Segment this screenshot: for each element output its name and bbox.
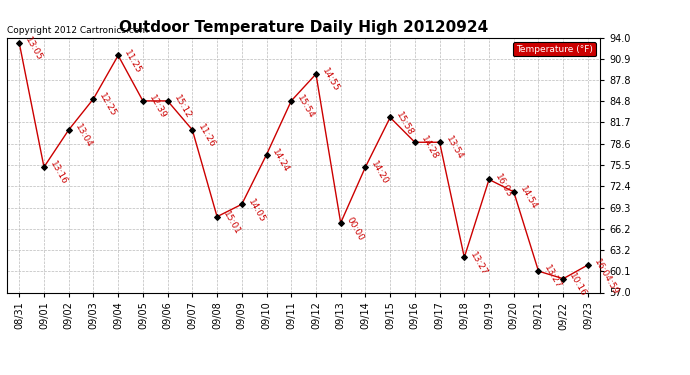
Point bbox=[484, 177, 495, 183]
Text: 15:54: 15:54 bbox=[295, 94, 316, 120]
Point bbox=[162, 98, 173, 104]
Point bbox=[212, 214, 223, 220]
Point bbox=[88, 96, 99, 102]
Point bbox=[409, 139, 420, 145]
Point bbox=[558, 276, 569, 282]
Text: 16:04:59: 16:04:59 bbox=[592, 258, 620, 297]
Title: Outdoor Temperature Daily High 20120924: Outdoor Temperature Daily High 20120924 bbox=[119, 20, 489, 35]
Text: 11:26: 11:26 bbox=[197, 123, 217, 149]
Point bbox=[310, 71, 322, 77]
Text: 13:54: 13:54 bbox=[444, 135, 464, 162]
Point bbox=[509, 189, 520, 195]
Legend: Temperature (°F): Temperature (°F) bbox=[513, 42, 595, 56]
Point bbox=[434, 139, 445, 145]
Point bbox=[236, 201, 247, 207]
Point bbox=[533, 268, 544, 274]
Text: 13:04: 13:04 bbox=[73, 123, 94, 149]
Point bbox=[360, 164, 371, 170]
Text: 13:16: 13:16 bbox=[48, 160, 69, 187]
Text: 14:20: 14:20 bbox=[370, 160, 390, 186]
Point bbox=[39, 164, 50, 170]
Point bbox=[384, 114, 395, 120]
Text: 15:12: 15:12 bbox=[172, 94, 193, 120]
Text: 15:58: 15:58 bbox=[394, 110, 415, 137]
Text: 13:05: 13:05 bbox=[23, 36, 44, 63]
Text: 13:27: 13:27 bbox=[469, 250, 489, 277]
Point bbox=[63, 127, 75, 133]
Text: 10:16: 10:16 bbox=[567, 272, 588, 298]
Point bbox=[261, 152, 272, 157]
Text: 15:01: 15:01 bbox=[221, 209, 242, 236]
Text: 14:55: 14:55 bbox=[320, 67, 341, 93]
Text: 12:25: 12:25 bbox=[97, 92, 118, 118]
Text: 14:54: 14:54 bbox=[518, 184, 538, 211]
Point bbox=[137, 98, 148, 104]
Point bbox=[112, 53, 124, 58]
Point bbox=[335, 220, 346, 226]
Text: 16:03: 16:03 bbox=[493, 172, 514, 199]
Text: 14:05: 14:05 bbox=[246, 197, 266, 224]
Text: 14:24: 14:24 bbox=[270, 147, 291, 174]
Point bbox=[14, 40, 25, 46]
Text: 00:00: 00:00 bbox=[345, 216, 366, 243]
Text: 12:39: 12:39 bbox=[147, 94, 168, 120]
Text: 11:25: 11:25 bbox=[122, 48, 143, 75]
Text: 13:27: 13:27 bbox=[542, 264, 563, 291]
Point bbox=[459, 254, 470, 260]
Point bbox=[582, 262, 593, 268]
Text: 14:28: 14:28 bbox=[419, 135, 440, 162]
Point bbox=[187, 127, 198, 133]
Text: Copyright 2012 Cartronics.com: Copyright 2012 Cartronics.com bbox=[7, 26, 148, 35]
Point bbox=[286, 98, 297, 104]
